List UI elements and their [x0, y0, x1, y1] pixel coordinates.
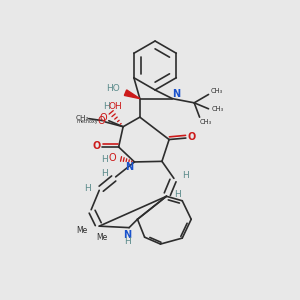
Text: H: H	[101, 169, 108, 178]
Text: HO: HO	[106, 84, 120, 93]
Text: OH: OH	[109, 102, 122, 111]
Polygon shape	[124, 90, 140, 99]
Text: O: O	[188, 132, 196, 142]
Text: N: N	[125, 162, 133, 172]
Text: H: H	[174, 190, 181, 199]
Text: O: O	[92, 141, 100, 151]
Text: CH₃: CH₃	[212, 106, 224, 112]
Text: O: O	[97, 116, 105, 126]
Text: CH₃: CH₃	[200, 119, 212, 125]
Text: CH₃: CH₃	[76, 115, 89, 121]
Text: H: H	[182, 172, 189, 181]
Text: O: O	[108, 153, 116, 163]
Text: methoxy: methoxy	[76, 119, 98, 124]
Text: H: H	[85, 184, 91, 193]
Text: N: N	[124, 230, 132, 240]
Text: O: O	[100, 113, 107, 123]
Text: H: H	[103, 102, 110, 111]
Text: CH₃: CH₃	[211, 88, 223, 94]
Text: N: N	[172, 89, 181, 100]
Text: Me: Me	[97, 233, 108, 242]
Text: H: H	[124, 237, 131, 246]
Text: Me: Me	[76, 226, 88, 235]
Text: H: H	[101, 155, 108, 164]
